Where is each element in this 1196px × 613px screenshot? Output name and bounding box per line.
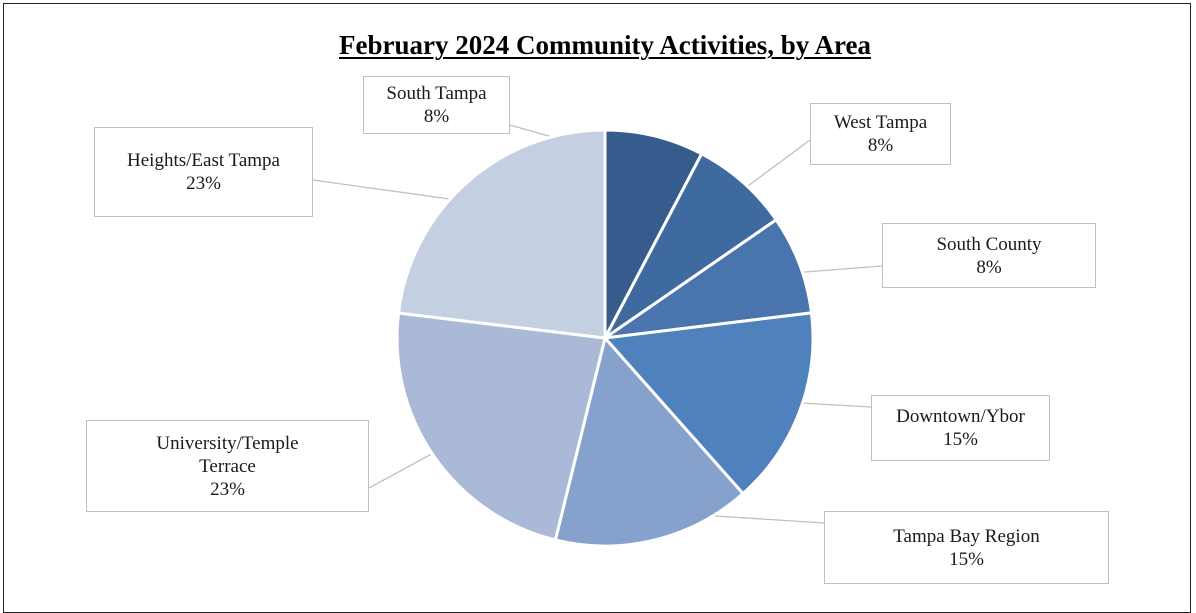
data-label-category: South County (936, 233, 1042, 255)
pie-slice-south-tampa (603, 128, 704, 340)
data-label-category: Tampa Bay Region (893, 525, 1040, 547)
data-label-percent: 8% (867, 135, 894, 156)
data-label-percent: 15% (949, 548, 984, 570)
chart-title: February 2024 Community Activities, by A… (339, 30, 871, 60)
pie-slice-tampa-bay-region (553, 336, 745, 548)
pie-slices (395, 128, 815, 548)
data-label-tampa-bay-region: Tampa Bay Region 15% (824, 511, 1109, 584)
data-label-heights-east-tampa: Heights/East Tampa 23% (94, 127, 313, 217)
data-label-west-tampa: West Tampa 8% (810, 103, 951, 165)
data-label-percent: 8% (976, 256, 1002, 278)
data-label-category: West Tampa (833, 112, 928, 133)
pie-slice-university-temple-terrace (395, 311, 607, 542)
data-label-percent: 8% (423, 106, 450, 127)
data-label-category: Downtown/Ybor (896, 406, 1025, 427)
pie-slice-heights-east-tampa (397, 128, 607, 340)
data-label-university-temple-terrace: University/Temple Terrace 23% (86, 420, 369, 512)
data-label-south-tampa: South Tampa 8% (363, 76, 510, 134)
pie-slice-downtown-ybor (603, 311, 815, 496)
data-label-category: South Tampa (386, 83, 487, 104)
pie-slice-west-tampa (603, 152, 778, 340)
data-label-south-county: South County 8% (882, 223, 1096, 288)
data-label-category: Terrace (199, 455, 256, 477)
data-label-category: University/Temple (156, 432, 299, 454)
data-label-percent: 23% (210, 478, 245, 500)
data-label-downtown-ybor: Downtown/Ybor 15% (871, 395, 1050, 461)
data-label-percent: 15% (943, 429, 978, 450)
data-label-percent: 23% (186, 173, 221, 194)
pie-slice-south-county (603, 218, 813, 340)
data-label-category: Heights/East Tampa (127, 150, 280, 171)
